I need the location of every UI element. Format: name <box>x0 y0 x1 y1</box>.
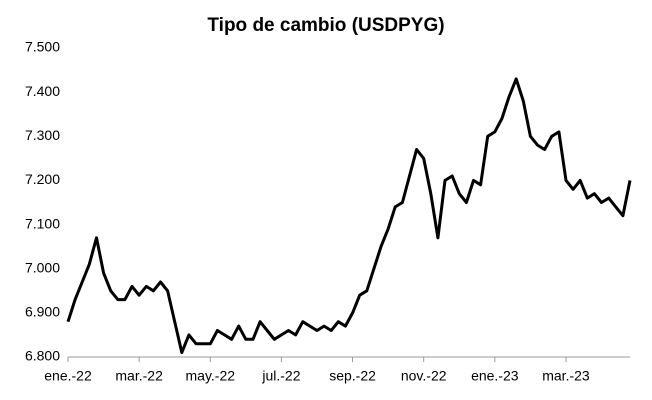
x-tick-label: jul.-22 <box>261 368 300 384</box>
y-tick-label: 7.300 <box>25 127 60 143</box>
y-tick-label: 7.500 <box>25 39 60 55</box>
y-tick-label: 6.800 <box>25 348 60 364</box>
x-tick-label: mar.-22 <box>115 368 163 384</box>
x-tick-label: nov.-22 <box>401 368 447 384</box>
line-series <box>66 77 632 355</box>
x-tick-label: ene.-22 <box>44 368 92 384</box>
y-tick-label: 7.400 <box>25 83 60 99</box>
y-tick-label: 6.900 <box>25 304 60 320</box>
chart-title: Tipo de cambio (USDPYG) <box>207 15 444 36</box>
x-tick-label: mar.-23 <box>542 368 590 384</box>
y-tick-label: 7.100 <box>25 215 60 231</box>
x-tick-label: may.-22 <box>186 368 236 384</box>
y-tick-label: 7.000 <box>25 259 60 275</box>
y-tick-label: 7.200 <box>25 171 60 187</box>
x-tick-label: sep.-22 <box>329 368 376 384</box>
x-tick-label: ene.-23 <box>471 368 519 384</box>
